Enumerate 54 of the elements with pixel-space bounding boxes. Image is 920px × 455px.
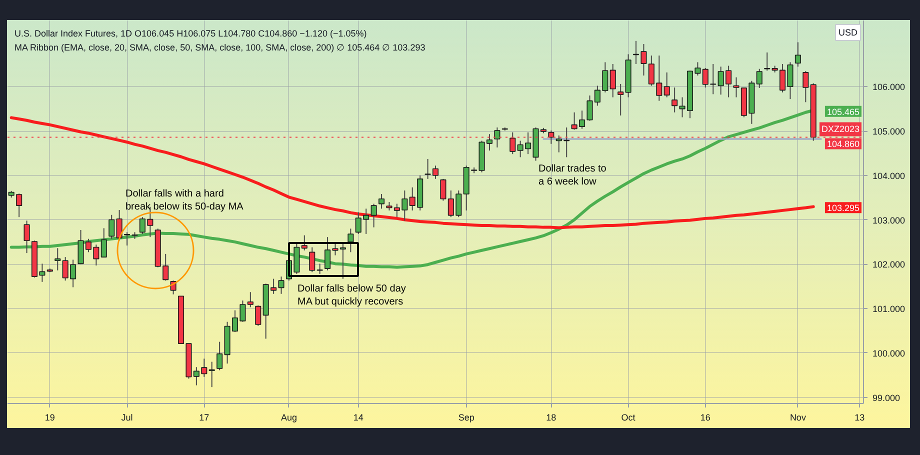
candlestick — [278, 276, 284, 294]
annotation: Dollar trades to a 6 week low — [538, 164, 607, 188]
x-tick-label: 17 — [199, 412, 210, 422]
x-tick-label: Aug — [280, 412, 297, 422]
data-label: 105.465 — [826, 106, 860, 117]
candlestick — [378, 194, 385, 210]
text: U.S. Dollar Index Futures, 1D O106.045 H106.075 L104.780 C104.860 −1.120 (−1.05%) — [14, 28, 367, 38]
x-tick-label: Nov — [790, 412, 806, 422]
candlestick — [664, 72, 670, 98]
ref-line-label: 104.860 — [826, 139, 860, 150]
y-tick-label: 106.000 — [872, 82, 906, 92]
text: MA Ribbon (EMA, close, 20, SMA, close, 50, SMA, close, 100, SMA, close, 200) ∅ 105.464 ∅ 103.293 — [14, 42, 426, 52]
candlestick — [618, 83, 624, 116]
candlestick — [247, 292, 254, 308]
candlestick — [794, 42, 801, 68]
candlestick — [208, 361, 215, 388]
x-tick-label: 13 — [854, 412, 865, 422]
candlestick — [672, 87, 678, 113]
x-tick-label: Jul — [121, 412, 133, 422]
y-tick-label: 99.000 — [872, 392, 900, 403]
candlestick — [610, 63, 616, 98]
x-tick-label: 16 — [700, 412, 710, 422]
line-series — [10, 116, 815, 230]
candlestick — [494, 126, 500, 148]
x-tick-label: 14 — [353, 412, 364, 422]
candlestick — [216, 341, 223, 371]
x-tick-label: Oct — [621, 412, 636, 422]
candlestick — [348, 228, 354, 253]
y-tick-label: 103.000 — [872, 215, 906, 226]
candlestick — [370, 203, 377, 228]
y-tick-label: 105.000 — [872, 126, 906, 137]
x-tick-label: 18 — [546, 412, 556, 422]
y-tick-label: 101.000 — [872, 304, 906, 314]
x-tick-label: Sep — [458, 412, 474, 422]
y-axis-title: USD — [838, 28, 858, 38]
candlestick — [802, 70, 809, 103]
annotation: Dollar falls with a hard break below its 50-day MA — [126, 188, 244, 212]
candlestick — [24, 220, 30, 254]
y-tick-label: 104.000 — [872, 170, 906, 181]
candlestick — [733, 76, 740, 98]
y-tick-label: 102.000 — [872, 260, 906, 270]
candlestick — [301, 234, 308, 251]
candlestick — [440, 178, 446, 202]
candlestick — [108, 214, 115, 240]
candlestick — [309, 246, 316, 273]
candlestick — [756, 68, 762, 88]
annotation: Dollar falls below 50 day MA but quickly recovers — [298, 284, 406, 308]
series-label: DXZ2023 — [821, 124, 860, 134]
candlestick — [764, 52, 770, 72]
data-label: 103.295 — [826, 203, 860, 214]
candlestick — [255, 304, 262, 326]
candlestick — [100, 228, 107, 258]
x-tick-label: 19 — [44, 412, 55, 422]
y-tick-label: 100.000 — [872, 348, 906, 358]
